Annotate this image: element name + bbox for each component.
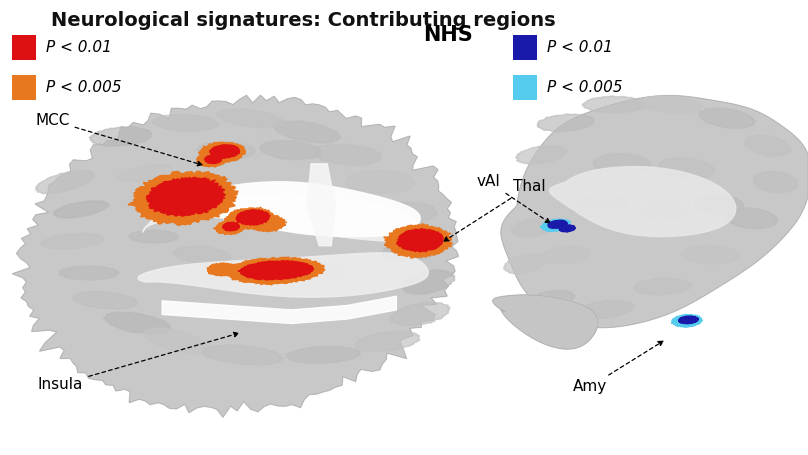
Polygon shape bbox=[72, 291, 137, 309]
Polygon shape bbox=[659, 157, 716, 179]
Text: P < 0.01: P < 0.01 bbox=[547, 40, 613, 55]
Text: P < 0.01: P < 0.01 bbox=[46, 40, 112, 55]
Polygon shape bbox=[259, 141, 322, 160]
Polygon shape bbox=[679, 316, 699, 324]
Text: P < 0.005: P < 0.005 bbox=[547, 81, 623, 95]
Polygon shape bbox=[401, 269, 455, 294]
Text: Insula: Insula bbox=[38, 333, 238, 392]
Polygon shape bbox=[592, 153, 650, 174]
Polygon shape bbox=[146, 177, 225, 216]
Polygon shape bbox=[274, 121, 341, 143]
Polygon shape bbox=[307, 164, 335, 246]
Polygon shape bbox=[40, 233, 104, 249]
Polygon shape bbox=[236, 210, 270, 225]
Polygon shape bbox=[381, 239, 443, 262]
Polygon shape bbox=[103, 312, 170, 334]
Polygon shape bbox=[371, 202, 437, 226]
Polygon shape bbox=[582, 96, 646, 113]
Polygon shape bbox=[173, 246, 230, 264]
Polygon shape bbox=[753, 171, 798, 193]
Polygon shape bbox=[516, 146, 567, 164]
Polygon shape bbox=[227, 260, 292, 277]
Polygon shape bbox=[699, 108, 756, 129]
Polygon shape bbox=[671, 314, 702, 327]
Polygon shape bbox=[549, 167, 736, 237]
Polygon shape bbox=[138, 253, 428, 297]
Polygon shape bbox=[209, 145, 240, 158]
Polygon shape bbox=[744, 135, 791, 156]
Polygon shape bbox=[559, 225, 575, 232]
Text: MCC: MCC bbox=[36, 113, 202, 166]
Polygon shape bbox=[213, 221, 246, 235]
Polygon shape bbox=[725, 207, 778, 229]
Polygon shape bbox=[634, 278, 692, 295]
Polygon shape bbox=[248, 214, 287, 232]
Polygon shape bbox=[397, 228, 444, 252]
Polygon shape bbox=[548, 220, 567, 228]
Polygon shape bbox=[232, 262, 268, 280]
FancyBboxPatch shape bbox=[12, 75, 36, 100]
Polygon shape bbox=[511, 218, 556, 237]
Polygon shape bbox=[128, 230, 179, 243]
Polygon shape bbox=[128, 171, 238, 226]
Polygon shape bbox=[207, 263, 238, 276]
Polygon shape bbox=[13, 96, 458, 417]
Polygon shape bbox=[151, 115, 220, 131]
Text: vAI: vAI bbox=[477, 175, 550, 223]
Polygon shape bbox=[633, 199, 692, 220]
Polygon shape bbox=[537, 114, 595, 131]
Text: NHS: NHS bbox=[423, 25, 473, 45]
Polygon shape bbox=[116, 164, 174, 182]
Polygon shape bbox=[225, 207, 276, 229]
Polygon shape bbox=[524, 290, 575, 311]
Polygon shape bbox=[196, 153, 227, 167]
Polygon shape bbox=[222, 257, 325, 285]
Polygon shape bbox=[59, 266, 120, 280]
FancyBboxPatch shape bbox=[513, 75, 537, 100]
Text: Neurological signatures: Contributing regions: Neurological signatures: Contributing re… bbox=[51, 11, 555, 30]
Text: Thal: Thal bbox=[444, 179, 545, 241]
Polygon shape bbox=[503, 254, 547, 273]
Polygon shape bbox=[217, 109, 284, 128]
Polygon shape bbox=[541, 246, 590, 264]
Polygon shape bbox=[143, 328, 212, 355]
Polygon shape bbox=[313, 144, 381, 166]
Text: Amy: Amy bbox=[573, 341, 663, 394]
Polygon shape bbox=[680, 245, 742, 264]
Polygon shape bbox=[501, 96, 808, 328]
Polygon shape bbox=[638, 96, 702, 113]
Polygon shape bbox=[90, 126, 152, 146]
Polygon shape bbox=[170, 182, 420, 237]
Polygon shape bbox=[238, 261, 314, 280]
FancyBboxPatch shape bbox=[12, 35, 36, 60]
Polygon shape bbox=[142, 196, 421, 242]
FancyBboxPatch shape bbox=[513, 35, 537, 60]
Polygon shape bbox=[196, 142, 255, 158]
Text: P < 0.005: P < 0.005 bbox=[46, 81, 122, 95]
Polygon shape bbox=[345, 170, 415, 193]
Polygon shape bbox=[419, 242, 445, 254]
Polygon shape bbox=[199, 142, 246, 163]
Polygon shape bbox=[204, 155, 221, 163]
Polygon shape bbox=[202, 345, 284, 365]
Polygon shape bbox=[136, 197, 188, 212]
Polygon shape bbox=[390, 302, 450, 326]
Polygon shape bbox=[285, 346, 360, 364]
Polygon shape bbox=[540, 219, 570, 232]
Polygon shape bbox=[695, 195, 744, 215]
Polygon shape bbox=[384, 224, 452, 258]
Polygon shape bbox=[222, 222, 239, 231]
Polygon shape bbox=[570, 195, 626, 214]
Polygon shape bbox=[493, 295, 598, 349]
Polygon shape bbox=[295, 264, 353, 282]
Polygon shape bbox=[356, 331, 420, 352]
Polygon shape bbox=[576, 300, 634, 318]
Polygon shape bbox=[36, 171, 95, 194]
Polygon shape bbox=[53, 201, 110, 218]
